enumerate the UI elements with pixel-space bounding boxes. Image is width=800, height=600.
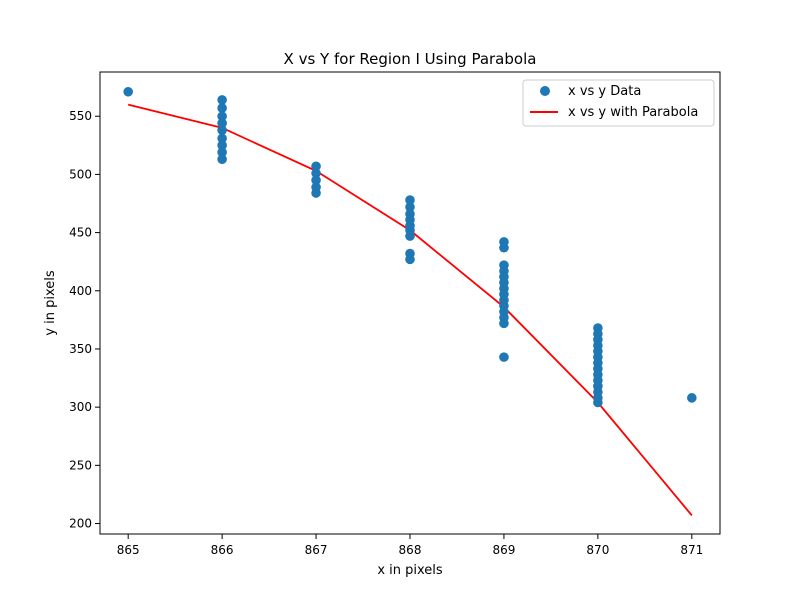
data-point [217, 154, 227, 165]
data-point [499, 318, 509, 329]
data-point [217, 103, 227, 113]
x-tick-label: 866 [211, 543, 234, 557]
data-point [405, 202, 415, 212]
data-point [405, 195, 415, 205]
y-tick-label: 300 [69, 400, 92, 414]
chart-title: X vs Y for Region I Using Parabola [284, 50, 537, 68]
y-tick-label: 550 [69, 109, 92, 123]
y-tick-label: 400 [69, 284, 92, 298]
data-point [217, 118, 227, 129]
x-tick-label: 869 [492, 543, 515, 557]
data-point [311, 168, 321, 179]
y-axis-label: y in pixels [43, 270, 58, 336]
legend: x vs y Data x vs y with Parabola [522, 79, 715, 127]
y-tick-label: 450 [69, 226, 92, 240]
x-axis-ticks: 865 866 867 868 869 870 871 [117, 534, 703, 557]
data-point [405, 231, 415, 241]
y-tick-label: 200 [69, 517, 92, 531]
data-point [123, 86, 133, 97]
data-point [311, 188, 321, 198]
data-point [499, 242, 509, 253]
y-tick-label: 350 [69, 342, 92, 356]
data-point [311, 161, 321, 172]
x-axis-label: x in pixels [377, 563, 443, 578]
y-tick-label: 500 [69, 167, 92, 181]
data-point [217, 147, 227, 158]
legend-box [522, 79, 715, 127]
data-point [593, 397, 603, 408]
x-tick-label: 865 [117, 543, 140, 557]
x-tick-label: 868 [399, 543, 422, 557]
data-point [217, 140, 227, 151]
data-point [311, 175, 321, 186]
x-tick-label: 867 [305, 543, 328, 557]
data-point [217, 111, 227, 122]
data-point [405, 254, 415, 265]
data-point [217, 95, 227, 105]
plot-area [100, 72, 720, 534]
data-point [217, 133, 227, 144]
y-tick-label: 250 [69, 458, 92, 472]
legend-scatter-marker [540, 86, 550, 96]
data-point [499, 352, 509, 362]
data-point [217, 125, 227, 135]
data-point [687, 393, 697, 403]
legend-label-line: x vs y with Parabola [568, 105, 698, 120]
legend-label-scatter: x vs y Data [568, 84, 641, 99]
y-axis-ticks: 200 250 300 350 400 450 500 550 [69, 109, 100, 531]
x-tick-label: 870 [586, 543, 609, 557]
x-tick-label: 871 [680, 543, 703, 557]
points-layer [123, 86, 697, 408]
